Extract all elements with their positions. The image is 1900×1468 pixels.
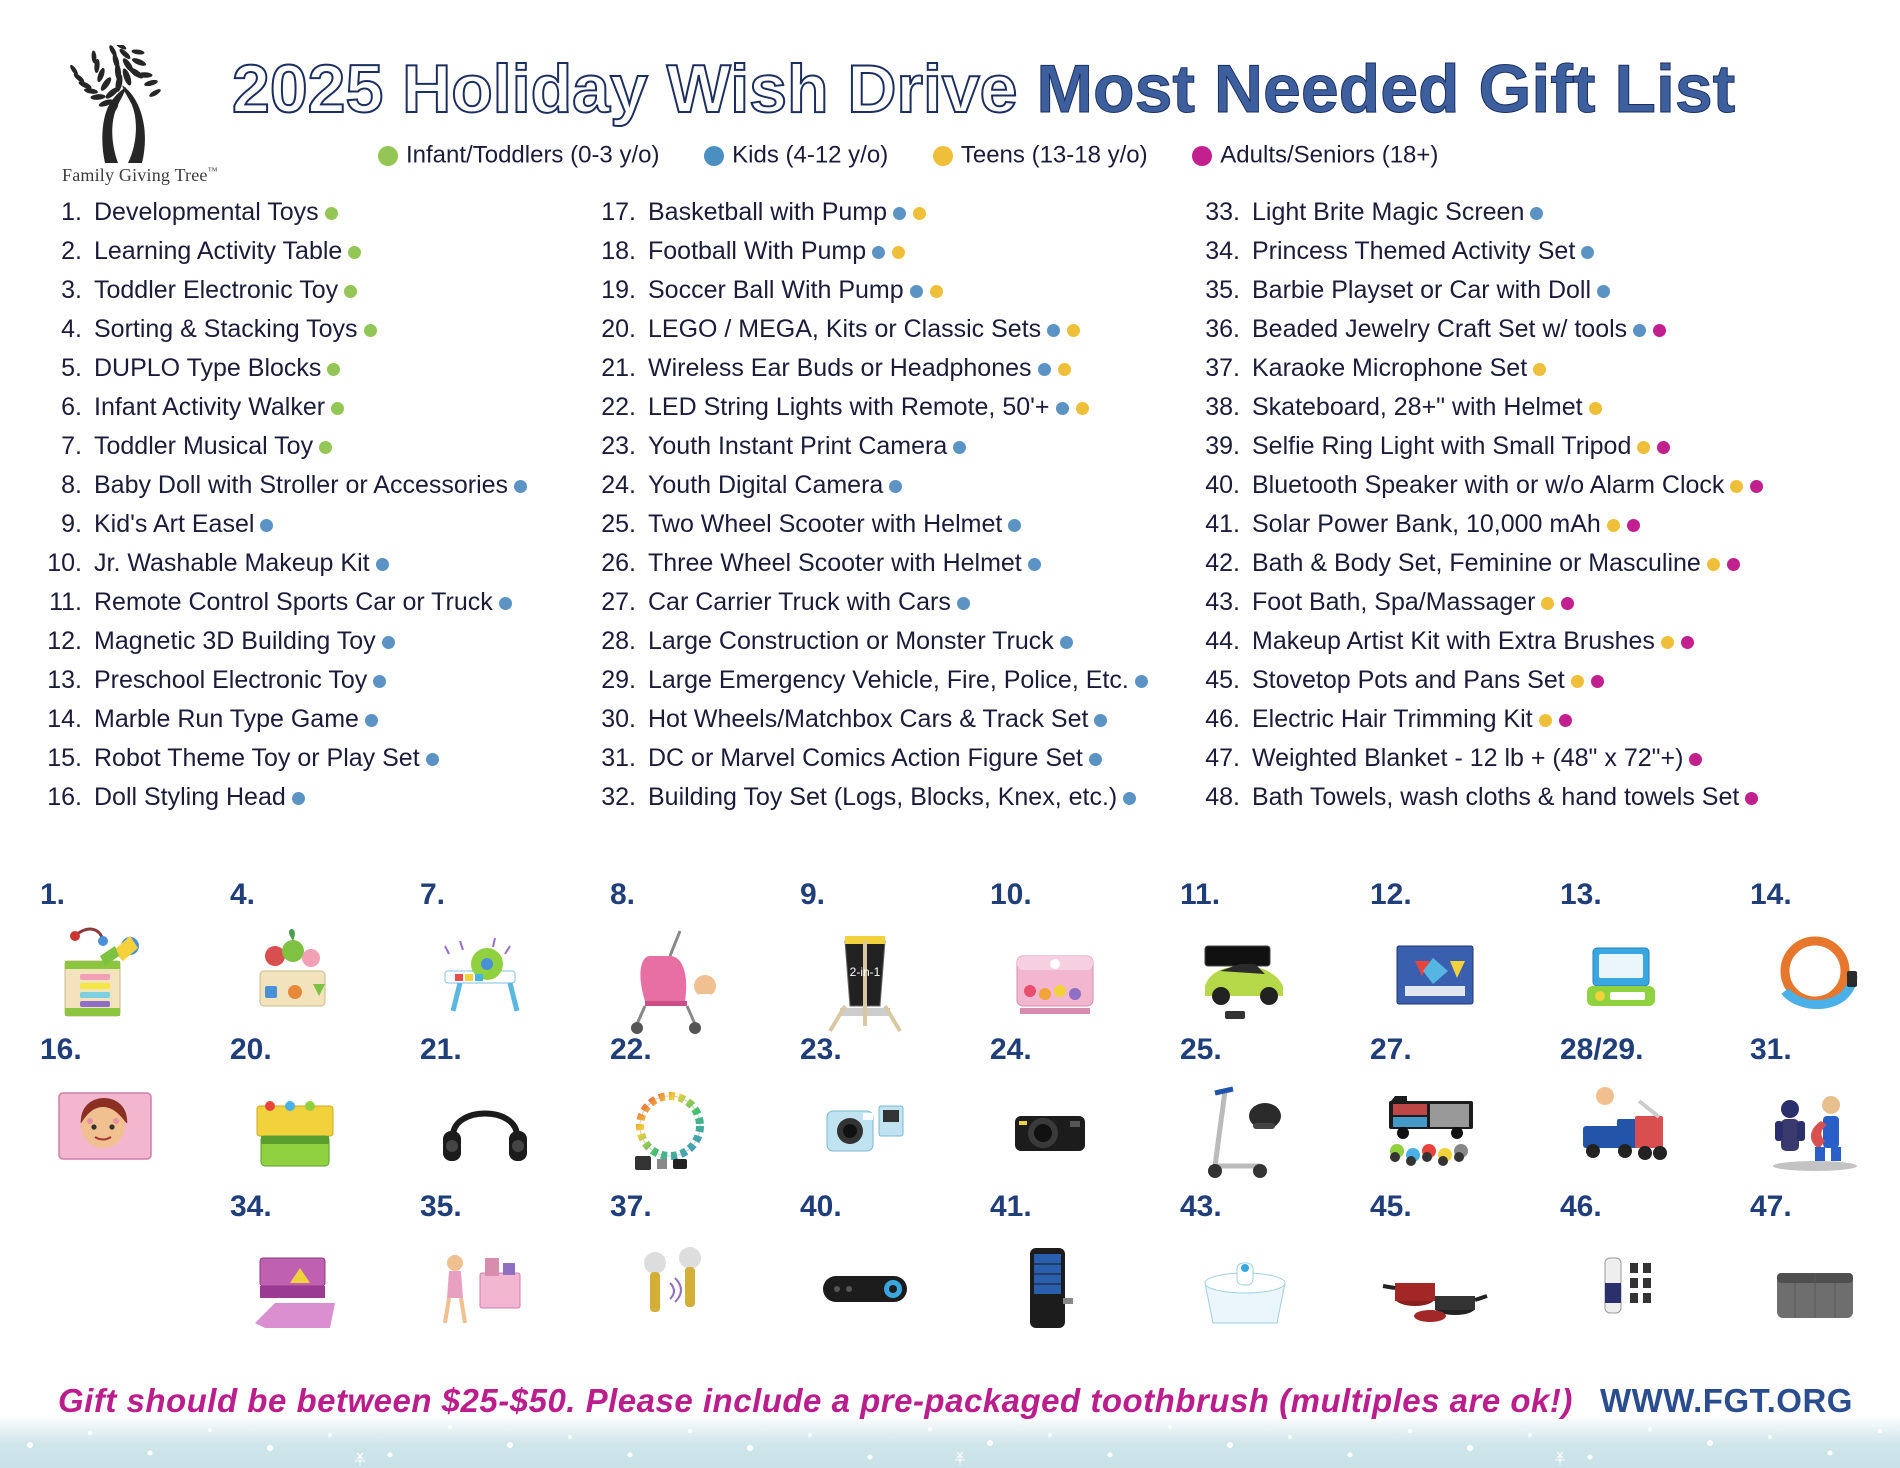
svg-text:2-in-1: 2-in-1 xyxy=(850,965,881,979)
